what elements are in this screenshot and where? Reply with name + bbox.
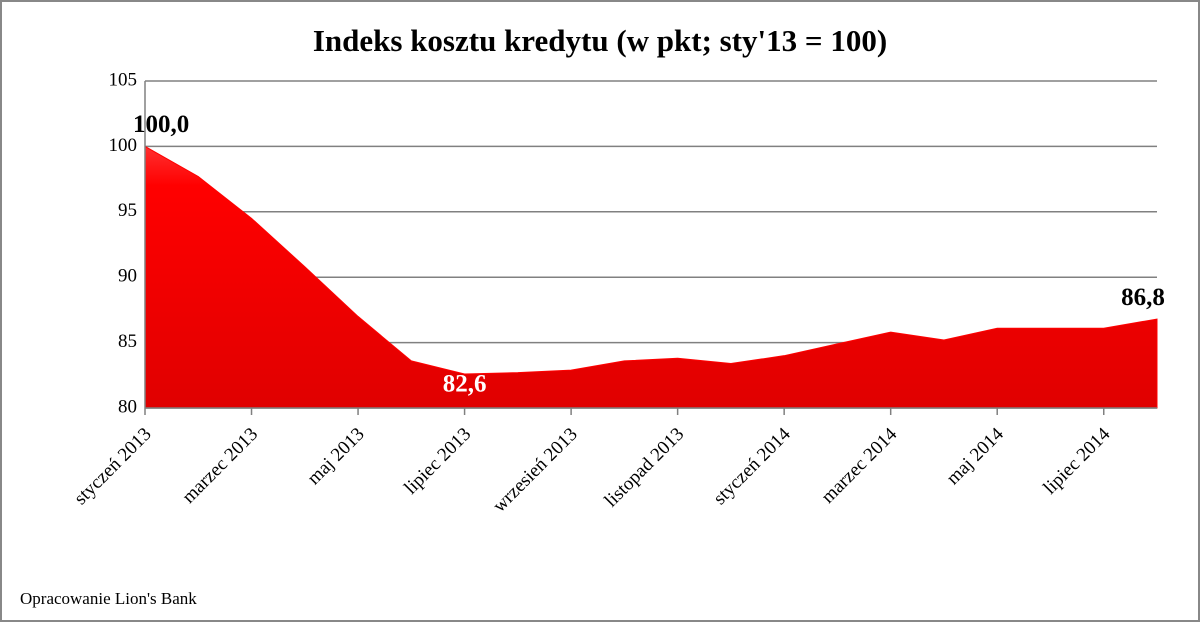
y-tick-label: 100 — [109, 135, 138, 156]
data-label: 100,0 — [133, 111, 189, 138]
y-tick-label: 80 — [118, 396, 137, 417]
chart-title: Indeks kosztu kredytu (w pkt; sty'13 = 1… — [313, 23, 887, 58]
data-label: 86,8 — [1121, 284, 1165, 311]
y-tick-label: 105 — [109, 69, 138, 90]
data-label: 82,6 — [443, 371, 487, 398]
y-tick-label: 90 — [118, 266, 137, 287]
source-note: Opracowanie Lion's Bank — [20, 589, 197, 608]
y-tick-label: 95 — [118, 200, 137, 221]
y-tick-label: 85 — [118, 331, 137, 352]
area — [144, 145, 1158, 409]
